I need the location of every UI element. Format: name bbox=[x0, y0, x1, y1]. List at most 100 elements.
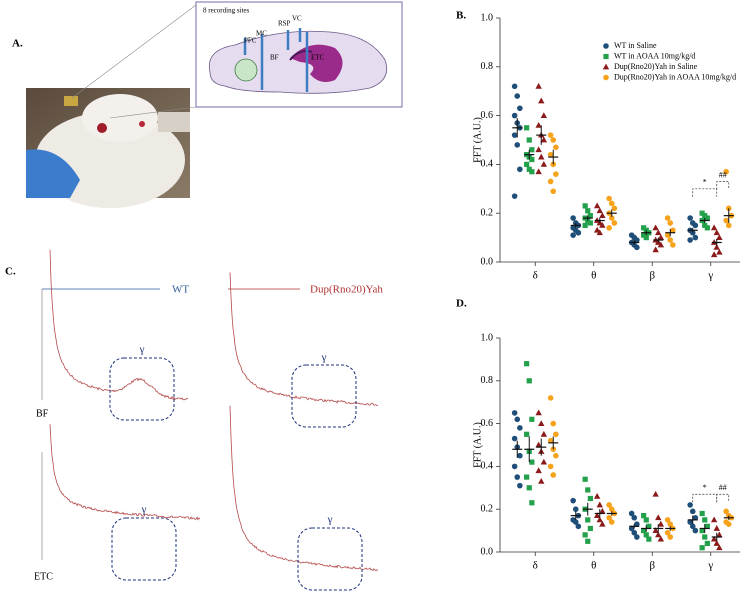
x-tick-label: β bbox=[649, 560, 655, 572]
y-tick-label: 0.8 bbox=[481, 375, 494, 386]
data-point bbox=[606, 225, 612, 231]
legend-label: Dup(Rno20)Yah in Saline bbox=[614, 62, 698, 71]
data-point bbox=[550, 420, 557, 427]
data-point bbox=[646, 523, 652, 529]
data-point bbox=[553, 452, 559, 459]
data-point bbox=[553, 431, 559, 438]
data-point bbox=[550, 472, 557, 478]
data-point bbox=[608, 519, 615, 525]
data-point bbox=[511, 193, 518, 199]
data-point bbox=[670, 242, 676, 248]
spectrum-trace bbox=[229, 405, 379, 572]
data-point bbox=[572, 506, 579, 512]
panel-label: C. bbox=[5, 266, 16, 278]
data-point bbox=[628, 525, 635, 532]
legend-marker bbox=[602, 63, 610, 70]
data-point bbox=[596, 207, 603, 214]
data-point bbox=[664, 517, 671, 523]
data-point bbox=[655, 514, 662, 521]
data-point bbox=[599, 212, 606, 219]
data-point bbox=[511, 83, 518, 90]
significance-bracket bbox=[692, 493, 718, 503]
y-tick-label: 0.0 bbox=[481, 546, 494, 557]
gamma-label: γ bbox=[327, 514, 333, 526]
data-point bbox=[713, 229, 720, 236]
zoom-line bbox=[109, 106, 197, 119]
data-point bbox=[514, 142, 521, 148]
data-point bbox=[547, 437, 554, 444]
data-point bbox=[587, 495, 593, 502]
data-point bbox=[540, 161, 548, 167]
data-point bbox=[611, 220, 618, 226]
data-point bbox=[540, 136, 548, 143]
data-point bbox=[704, 225, 710, 231]
y-tick-label: 0.0 bbox=[481, 256, 494, 267]
data-point bbox=[713, 243, 720, 250]
legend-marker bbox=[603, 74, 609, 81]
data-point bbox=[641, 513, 647, 519]
data-point bbox=[725, 222, 732, 229]
significance-label: * bbox=[703, 483, 707, 492]
data-point bbox=[538, 97, 545, 104]
data-point bbox=[723, 508, 729, 515]
data-point bbox=[634, 237, 640, 243]
data-point bbox=[593, 512, 601, 519]
data-point bbox=[535, 441, 542, 448]
legend-marker bbox=[603, 43, 609, 49]
data-point bbox=[710, 251, 718, 258]
data-point bbox=[550, 137, 557, 143]
data-point bbox=[538, 477, 545, 484]
data-point bbox=[634, 534, 640, 540]
data-point bbox=[652, 527, 659, 533]
data-point bbox=[652, 490, 659, 497]
brain-diagram bbox=[208, 28, 388, 94]
significance-label: ## bbox=[719, 483, 727, 492]
data-point bbox=[511, 112, 518, 119]
data-point bbox=[529, 416, 535, 422]
data-point bbox=[529, 459, 535, 465]
data-point bbox=[553, 144, 559, 151]
x-tick-label: γ bbox=[707, 560, 713, 572]
data-point bbox=[540, 430, 548, 437]
data-point bbox=[511, 410, 518, 416]
legend-marker bbox=[603, 53, 609, 60]
data-point bbox=[524, 361, 530, 367]
series bbox=[524, 361, 710, 551]
data-point bbox=[689, 523, 696, 530]
data-point bbox=[692, 222, 699, 229]
gamma-label: γ bbox=[139, 344, 145, 356]
data-point bbox=[582, 222, 588, 228]
significance-label: * bbox=[703, 178, 707, 187]
spectrum-trace bbox=[49, 249, 189, 401]
x-tick-label: γ bbox=[707, 270, 713, 282]
data-point bbox=[652, 224, 659, 231]
region-label: MC bbox=[256, 30, 267, 38]
data-point bbox=[547, 151, 554, 158]
data-point bbox=[687, 502, 693, 508]
legend-label: WT bbox=[172, 284, 189, 296]
panel-label: B. bbox=[456, 10, 466, 22]
y-tick-label: 0.4 bbox=[481, 461, 494, 472]
significance-bracket bbox=[716, 181, 730, 190]
data-point bbox=[689, 508, 696, 515]
data-point bbox=[655, 531, 662, 538]
y-tick-label: 0.6 bbox=[481, 418, 494, 429]
data-point bbox=[608, 215, 615, 221]
significance-bracket bbox=[692, 188, 718, 197]
x-tick-label: β bbox=[649, 270, 655, 282]
data-point bbox=[704, 540, 710, 547]
data-point bbox=[611, 205, 618, 212]
data-point bbox=[540, 112, 548, 118]
data-point bbox=[529, 156, 535, 163]
data-point bbox=[716, 544, 723, 551]
data-point bbox=[655, 229, 662, 236]
gamma-box bbox=[111, 517, 177, 581]
data-point bbox=[547, 178, 554, 185]
y-tick-label: 0.2 bbox=[481, 207, 494, 218]
data-point bbox=[529, 500, 535, 506]
data-point bbox=[570, 215, 576, 221]
data-point bbox=[702, 517, 708, 523]
data-point bbox=[699, 545, 705, 551]
panel-label: D. bbox=[456, 298, 467, 310]
data-point bbox=[641, 528, 647, 534]
